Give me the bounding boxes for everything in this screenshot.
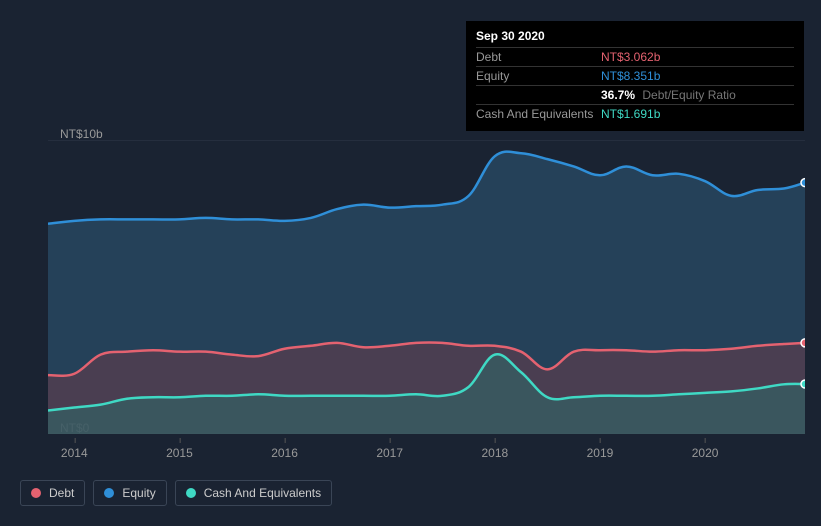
legend-label: Debt bbox=[49, 486, 74, 500]
tooltip-row: EquityNT$8.351b bbox=[476, 66, 794, 85]
tooltip-row-value: NT$3.062b bbox=[601, 50, 660, 64]
tooltip-ratio-spacer bbox=[476, 88, 601, 102]
legend-item[interactable]: Debt bbox=[20, 480, 85, 506]
series-end-marker bbox=[801, 339, 805, 347]
tooltip-row-label: Equity bbox=[476, 69, 601, 83]
legend-swatch bbox=[31, 488, 41, 498]
financials-area-chart: Sep 30 2020 DebtNT$3.062bEquityNT$8.351b… bbox=[0, 0, 821, 526]
tooltip-ratio-label: Debt/Equity Ratio bbox=[642, 88, 735, 102]
x-axis-tick-label: 2016 bbox=[271, 446, 298, 460]
tooltip-date: Sep 30 2020 bbox=[476, 29, 794, 47]
tooltip-cash-row: Cash And Equivalents NT$1.691b bbox=[476, 104, 794, 123]
x-axis-tick-label: 2017 bbox=[376, 446, 403, 460]
legend-swatch bbox=[186, 488, 196, 498]
tooltip-cash-value: NT$1.691b bbox=[601, 107, 660, 121]
tooltip-row-value: NT$8.351b bbox=[601, 69, 660, 83]
chart-legend: Debt Equity Cash And Equivalents bbox=[20, 480, 332, 506]
tooltip-cash-label: Cash And Equivalents bbox=[476, 107, 601, 121]
legend-item[interactable]: Equity bbox=[93, 480, 166, 506]
legend-item[interactable]: Cash And Equivalents bbox=[175, 480, 332, 506]
x-axis-tick-label: 2020 bbox=[692, 446, 719, 460]
x-axis-tick-label: 2019 bbox=[587, 446, 614, 460]
tooltip-ratio-value: 36.7% Debt/Equity Ratio bbox=[601, 88, 736, 102]
legend-label: Equity bbox=[122, 486, 155, 500]
x-axis-tick-label: 2018 bbox=[481, 446, 508, 460]
tooltip-row: DebtNT$3.062b bbox=[476, 47, 794, 66]
tooltip-ratio-row: 36.7% Debt/Equity Ratio bbox=[476, 85, 794, 104]
tooltip-ratio-pct: 36.7% bbox=[601, 88, 635, 102]
series-end-marker bbox=[801, 179, 805, 187]
legend-swatch bbox=[104, 488, 114, 498]
x-axis-tick-label: 2014 bbox=[61, 446, 88, 460]
series-end-marker bbox=[801, 380, 805, 388]
chart-plot[interactable] bbox=[48, 140, 805, 434]
legend-label: Cash And Equivalents bbox=[204, 486, 321, 500]
chart-tooltip: Sep 30 2020 DebtNT$3.062bEquityNT$8.351b… bbox=[466, 21, 804, 131]
x-axis-tick-label: 2015 bbox=[166, 446, 193, 460]
y-axis-tick-label: NT$10b bbox=[60, 127, 120, 141]
tooltip-row-label: Debt bbox=[476, 50, 601, 64]
